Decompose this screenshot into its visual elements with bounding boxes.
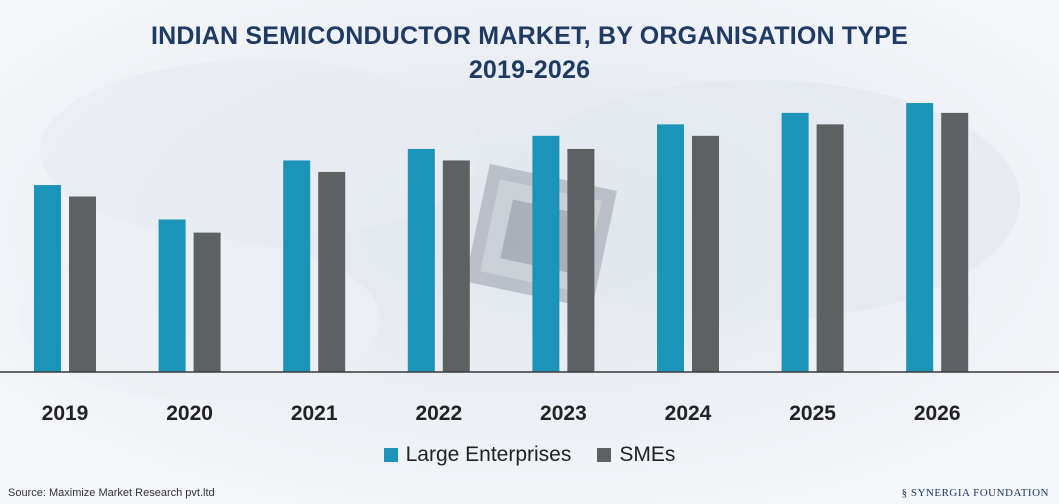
bar-large-enterprises-2020 xyxy=(158,219,186,372)
legend-item-smes: SMEs xyxy=(597,443,675,467)
bar-smes-2019 xyxy=(69,196,96,372)
bar-large-enterprises-2019 xyxy=(34,185,61,372)
x-tick-label-2023: 2023 xyxy=(540,402,587,425)
x-tick-labels: 2019 2020 2021 2022 2023 2024 2025 2026 xyxy=(42,402,961,425)
bars-group xyxy=(34,103,969,372)
bar-smes-2024 xyxy=(692,135,719,372)
bar-large-enterprises-2026 xyxy=(906,103,934,372)
x-tick-label-2026: 2026 xyxy=(914,402,961,425)
legend-label-smes: SMEs xyxy=(619,443,676,466)
brand-name: SYNERGIA FOUNDATION xyxy=(910,487,1049,499)
bar-smes-2020 xyxy=(193,232,221,372)
chart-subtitle: 2019-2026 xyxy=(468,56,591,84)
bar-large-enterprises-2022 xyxy=(407,148,435,372)
source-note: Source: Maximize Market Research pvt.ltd xyxy=(8,487,215,499)
legend-swatch-large-enterprises xyxy=(383,448,398,462)
bar-large-enterprises-2024 xyxy=(657,124,684,372)
x-tick-label-2022: 2022 xyxy=(415,402,462,425)
legend: Large Enterprises SMEs xyxy=(0,443,1059,467)
bar-smes-2022 xyxy=(442,160,470,372)
bar-large-enterprises-2023 xyxy=(532,135,560,372)
bar-large-enterprises-2025 xyxy=(781,112,809,372)
x-tick-label-2021: 2021 xyxy=(291,402,338,425)
bar-smes-2026 xyxy=(941,112,969,372)
x-tick-label-2019: 2019 xyxy=(42,402,89,425)
chart-title: INDIAN SEMICONDUCTOR MARKET, BY ORGANISA… xyxy=(150,22,909,50)
x-tick-label-2020: 2020 xyxy=(166,402,213,425)
legend-label-large-enterprises: Large Enterprises xyxy=(405,443,572,466)
x-tick-label-2024: 2024 xyxy=(665,402,712,425)
bar-smes-2025 xyxy=(816,124,844,372)
bar-smes-2023 xyxy=(567,148,595,372)
bar-smes-2021 xyxy=(318,171,346,372)
x-tick-label-2025: 2025 xyxy=(789,402,836,425)
legend-item-large-enterprises: Large Enterprises xyxy=(383,443,572,467)
brand-logo-text: § SYNERGIA FOUNDATION xyxy=(901,487,1049,499)
bar-large-enterprises-2021 xyxy=(283,160,311,372)
legend-swatch-smes xyxy=(597,448,612,462)
